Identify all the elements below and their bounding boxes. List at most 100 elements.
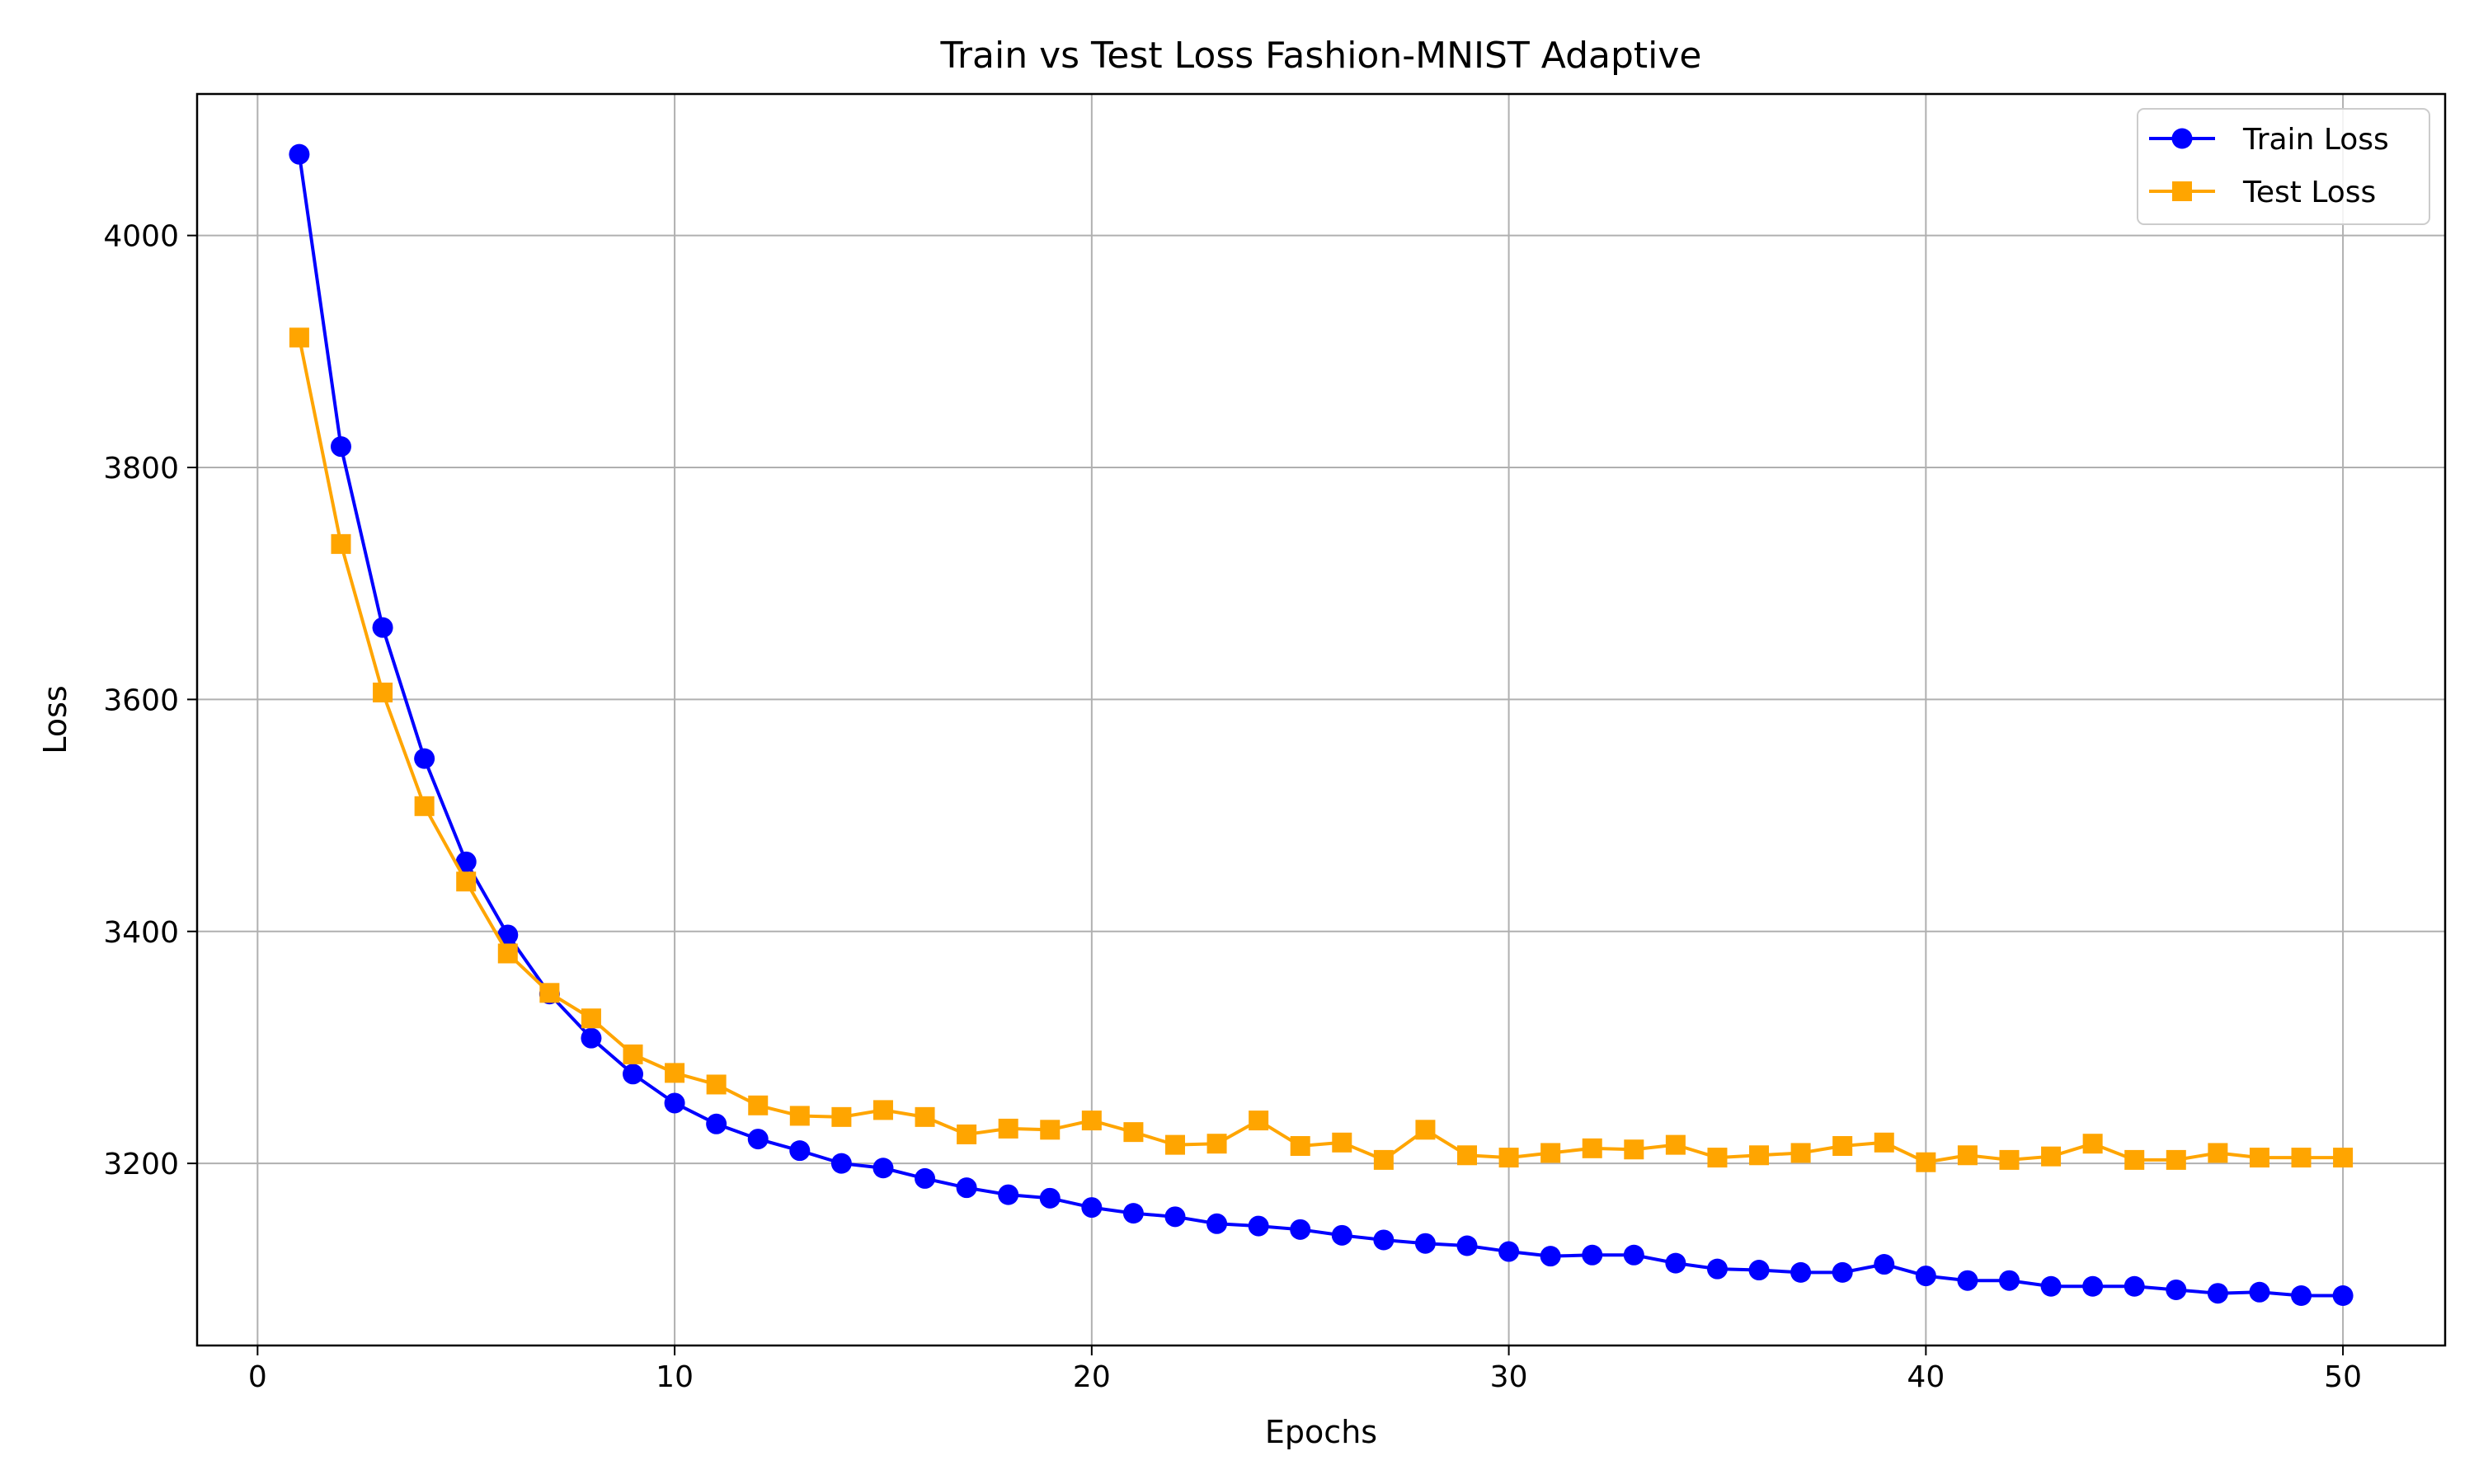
test-loss-point: [1749, 1145, 1770, 1166]
test-loss-point: [2333, 1148, 2354, 1168]
legend: Train Loss Test Loss: [2137, 108, 2430, 225]
train-loss-point: [1414, 1233, 1436, 1254]
test-loss-point: [1916, 1152, 1936, 1172]
test-loss-point: [872, 1100, 893, 1120]
train-loss-point: [1874, 1254, 1895, 1275]
y-tick-label: 3600: [103, 683, 179, 717]
legend-train-loss-marker: [2171, 128, 2193, 149]
test-loss-point: [623, 1044, 643, 1064]
train-loss-point: [1665, 1252, 1686, 1274]
y-tick-label: 3800: [103, 452, 179, 486]
y-axis-label: Loss: [37, 685, 73, 754]
test-loss-point: [706, 1074, 727, 1095]
test-loss-point: [414, 796, 435, 816]
y-tick-label: 3200: [103, 1148, 179, 1181]
train-loss-point: [1248, 1215, 1269, 1237]
test-loss-point: [1498, 1148, 1519, 1168]
test-loss-point: [1665, 1134, 1686, 1155]
test-loss-point: [2291, 1148, 2312, 1168]
legend-train-loss-label: Train Loss: [2242, 123, 2389, 157]
train-loss-point: [1290, 1219, 1311, 1240]
test-loss-point: [1624, 1139, 1644, 1160]
legend-test-loss-marker: [2172, 181, 2192, 201]
x-tick-label: 40: [1907, 1360, 1945, 1394]
test-loss-point: [2082, 1134, 2103, 1154]
test-loss-point: [289, 327, 309, 348]
train-loss-point: [330, 436, 351, 458]
train-loss-point: [497, 924, 519, 946]
test-loss-point: [539, 983, 560, 1003]
train-loss-point: [2040, 1275, 2062, 1297]
train-loss-point: [2249, 1281, 2270, 1303]
test-loss-point: [1332, 1132, 1352, 1153]
train-loss-point: [1748, 1260, 1770, 1281]
train-loss-point: [1998, 1270, 2020, 1291]
test-loss-point: [1457, 1145, 1478, 1166]
test-loss-point: [1415, 1120, 1436, 1140]
train-loss-point: [372, 617, 393, 638]
legend-test-loss-label: Test Loss: [2242, 176, 2376, 209]
train-loss-point: [1498, 1241, 1520, 1262]
test-loss-point: [789, 1106, 810, 1126]
test-loss-point: [1164, 1134, 1185, 1155]
test-loss-point: [2166, 1149, 2186, 1170]
train-loss-point: [998, 1184, 1019, 1205]
test-loss-point: [331, 533, 351, 554]
train-loss-point: [1081, 1197, 1103, 1219]
train-loss-point: [1206, 1213, 1228, 1234]
test-loss-point: [2249, 1148, 2269, 1168]
test-loss-point: [998, 1118, 1018, 1139]
test-loss-point: [1123, 1122, 1144, 1143]
train-loss-point: [789, 1140, 811, 1162]
grid-lines: [197, 94, 2445, 1345]
train-loss-point: [2291, 1285, 2312, 1307]
train-loss-point: [747, 1129, 769, 1150]
train-loss-point: [706, 1113, 727, 1134]
train-loss-series: [289, 143, 2354, 1307]
test-loss-point: [1707, 1148, 1728, 1168]
test-loss-point: [497, 943, 518, 964]
train-loss-point: [1122, 1203, 1144, 1224]
test-loss-point: [1206, 1134, 1227, 1154]
train-loss-point: [1790, 1261, 1812, 1283]
x-tick-label: 0: [248, 1360, 267, 1394]
test-loss-point: [831, 1106, 852, 1127]
test-loss-point: [2208, 1143, 2228, 1163]
train-loss-point: [414, 748, 435, 769]
train-loss-point: [2332, 1285, 2354, 1307]
train-loss-point: [1164, 1206, 1186, 1228]
train-loss-point: [1623, 1244, 1644, 1266]
series-layer: [289, 143, 2354, 1307]
train-loss-point: [1915, 1266, 1936, 1287]
test-loss-point: [915, 1106, 935, 1127]
train-loss-point: [1456, 1235, 1478, 1256]
train-loss-point: [1582, 1244, 1603, 1266]
test-loss-line: [297, 337, 2344, 1164]
train-loss-point: [623, 1064, 644, 1085]
test-loss-point: [1999, 1149, 2020, 1170]
x-tick-label: 20: [1073, 1360, 1111, 1394]
test-loss-point: [2041, 1146, 2062, 1167]
train-loss-point: [1039, 1187, 1061, 1209]
test-loss-point: [1540, 1143, 1561, 1163]
train-loss-point: [2207, 1283, 2228, 1304]
y-tick-label: 3400: [103, 916, 179, 950]
x-axis-label: Epochs: [1265, 1414, 1377, 1450]
test-loss-point: [957, 1124, 977, 1144]
test-loss-point: [1957, 1145, 1978, 1166]
train-loss-point: [289, 143, 310, 165]
test-loss-point: [1040, 1120, 1061, 1140]
train-loss-point: [1540, 1246, 1561, 1267]
train-loss-point: [664, 1092, 685, 1114]
plot-area-frame: [195, 92, 2447, 1347]
test-loss-point: [1874, 1132, 1894, 1153]
train-loss-point: [455, 851, 477, 872]
train-loss-point: [1706, 1258, 1728, 1280]
test-loss-point: [1832, 1136, 1853, 1157]
train-loss-point: [1832, 1261, 1853, 1283]
train-loss-point: [2166, 1279, 2187, 1300]
test-loss-point: [581, 1008, 601, 1029]
test-loss-point: [373, 682, 393, 702]
train-loss-point: [1957, 1270, 1978, 1291]
test-loss-point: [1081, 1111, 1102, 1131]
